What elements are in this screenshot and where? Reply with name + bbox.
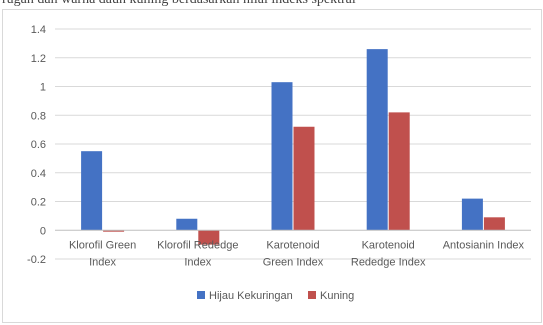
category-label: Rededge Index [351, 256, 426, 268]
category-label: Karotenoid [362, 239, 415, 251]
x-axis-category-labels: Klorofil Green Index Klorofil Rededge Index… [69, 239, 525, 268]
y-tick-label: -0.2 [27, 254, 46, 266]
legend-label: Kuning [320, 290, 354, 302]
bar-hijau-kekuringan [272, 82, 293, 230]
y-axis-tick-labels: 1.4 1.2 1 0.8 0.6 0.4 0.2 0 -0.2 [27, 24, 46, 266]
bar-hijau-kekuringan [367, 49, 388, 230]
y-tick-label: 1.2 [31, 53, 46, 65]
y-tick-label: 0.2 [31, 197, 46, 209]
bar-chart: 1.4 1.2 1 0.8 0.6 0.4 0.2 0 -0.2 Klorofil Green I… [3, 10, 541, 322]
category-label: Karotenoid [266, 239, 319, 251]
y-tick-label: 0.6 [31, 139, 46, 151]
category-label: Green Index [263, 256, 324, 268]
caption-text: rugan dan warna daun kuning berdasarkan … [2, 0, 356, 8]
bar-hijau-kekuringan [81, 151, 102, 230]
bar-hijau-kekuringan [176, 219, 197, 231]
category-label: Klorofil Rededge [157, 239, 238, 251]
y-tick-label: 1 [40, 82, 46, 94]
category-label: Klorofil Green [69, 239, 136, 251]
category-label: Index [184, 256, 211, 268]
y-tick-label: 0.4 [31, 168, 46, 180]
bars [81, 49, 505, 245]
category-label: Antosianin Index [443, 239, 525, 251]
bar-hijau-kekuringan [462, 199, 483, 231]
gridlines [55, 29, 531, 259]
legend-swatch [197, 291, 205, 299]
category-label: Index [89, 256, 116, 268]
chart-area: 1.4 1.2 1 0.8 0.6 0.4 0.2 0 -0.2 Klorofil Green I… [2, 9, 542, 323]
bar-kuning [484, 217, 505, 230]
legend: Hijau Kekuringan Kuning [197, 290, 354, 302]
y-tick-label: 0 [40, 225, 46, 237]
y-tick-label: 0.8 [31, 110, 46, 122]
bar-kuning [389, 112, 410, 230]
y-tick-label: 1.4 [31, 24, 46, 36]
caption-text-fragment: rugan dan warna daun kuning berdasarkan … [0, 0, 543, 9]
legend-swatch [308, 291, 316, 299]
legend-label: Hijau Kekuringan [209, 290, 293, 302]
bar-kuning [294, 127, 315, 231]
